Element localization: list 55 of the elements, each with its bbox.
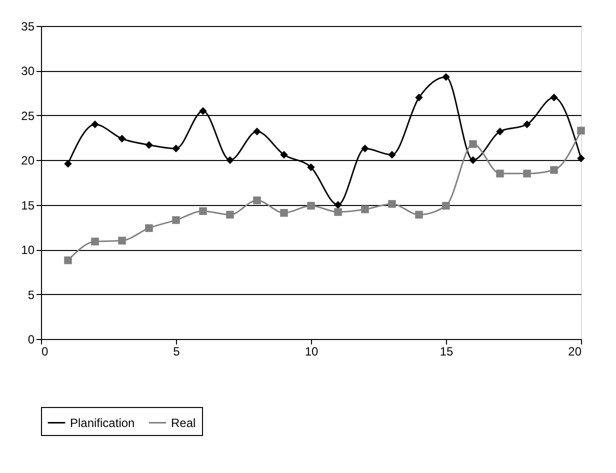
- x-tick-label: 0: [42, 344, 48, 358]
- point: [64, 160, 72, 168]
- x-tick-label: 20: [568, 344, 582, 358]
- point: [172, 144, 180, 152]
- x-tick-label: 15: [440, 344, 454, 358]
- point: [415, 210, 423, 219]
- point: [442, 202, 450, 210]
- y-tick-label: 35: [21, 20, 35, 34]
- point: [415, 94, 423, 102]
- point: [496, 128, 504, 136]
- y-tick-label: 20: [21, 154, 35, 168]
- point: [226, 156, 234, 164]
- point: [253, 196, 261, 204]
- x-tick-label: 5: [173, 344, 180, 358]
- point: [469, 156, 477, 164]
- point: [91, 120, 99, 128]
- point: [550, 166, 558, 174]
- point: [334, 208, 342, 216]
- point: [253, 128, 261, 136]
- point: [550, 94, 558, 102]
- point: [145, 224, 153, 232]
- point: [118, 236, 126, 244]
- point: [577, 154, 585, 162]
- point: [226, 210, 234, 219]
- legend-label: Real: [171, 416, 196, 430]
- point: [118, 134, 126, 143]
- legend-label: Planification: [70, 416, 135, 430]
- point: [64, 256, 72, 264]
- point: [145, 141, 153, 149]
- point: [361, 205, 369, 214]
- y-tick-label: 10: [21, 243, 35, 258]
- point: [577, 126, 585, 135]
- point: [199, 207, 207, 215]
- point: [280, 209, 288, 217]
- y-tick-label: 0: [28, 332, 35, 346]
- point: [307, 202, 315, 210]
- y-tick-label: 15: [21, 198, 35, 212]
- point: [388, 150, 396, 159]
- y-tick-label: 25: [21, 108, 35, 123]
- point: [280, 150, 288, 159]
- point: [388, 200, 396, 208]
- point: [442, 73, 450, 81]
- point: [172, 216, 180, 224]
- point: [496, 170, 504, 178]
- point: [91, 238, 99, 246]
- x-tick-label: 10: [304, 344, 318, 358]
- point: [307, 163, 315, 172]
- point: [361, 144, 369, 152]
- y-tick-label: 5: [28, 288, 35, 302]
- y-tick-label: 30: [21, 64, 35, 78]
- point: [334, 200, 342, 209]
- point: [523, 170, 531, 178]
- point: [523, 120, 531, 128]
- point: [199, 107, 207, 115]
- point: [469, 140, 477, 148]
